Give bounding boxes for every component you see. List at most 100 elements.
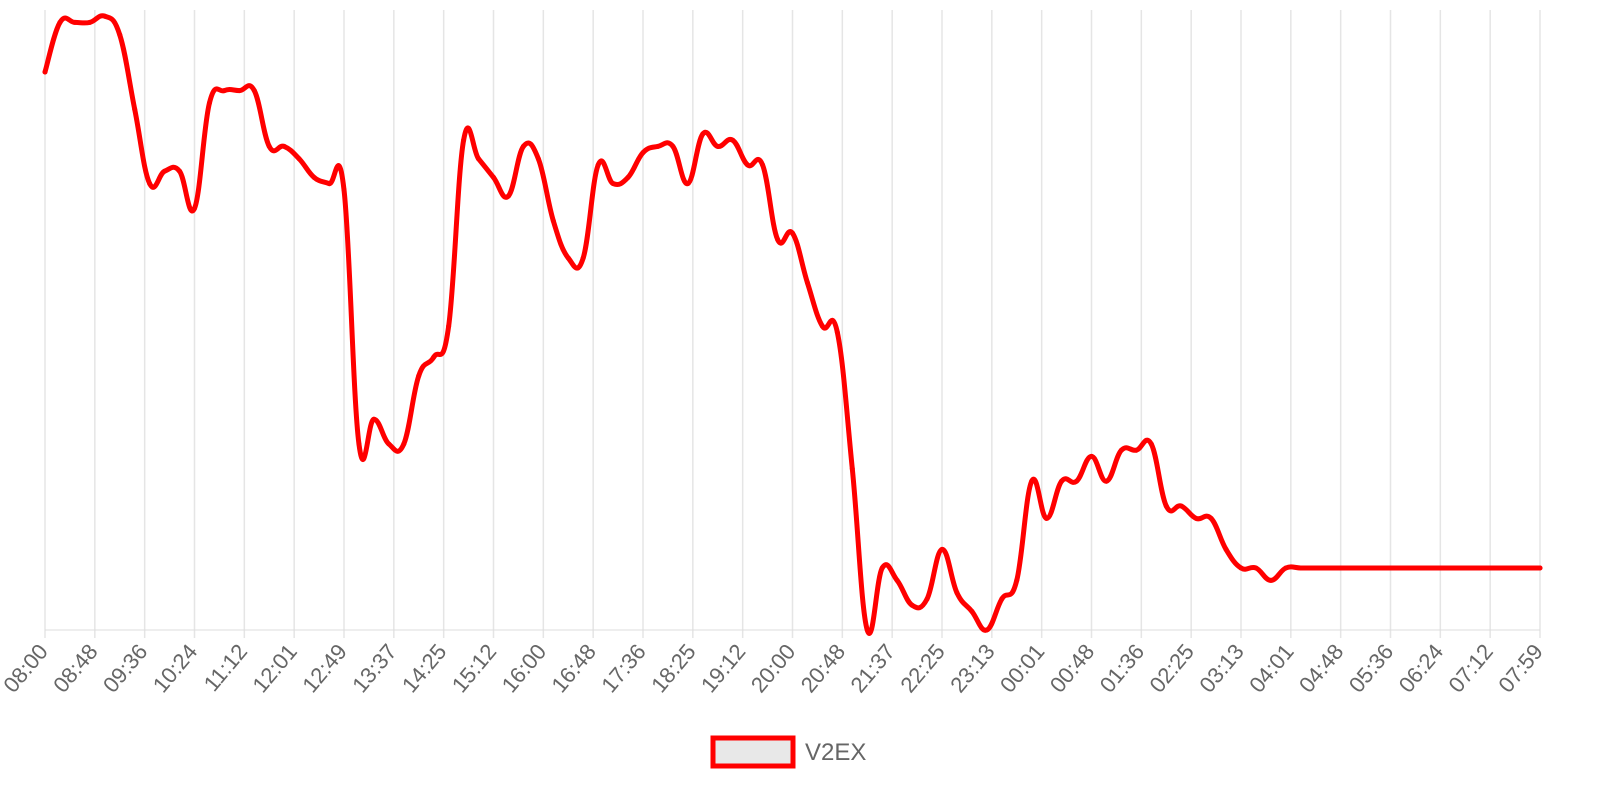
x-tick-label: 23:13 [945, 639, 1000, 697]
data-point-v2ex [356, 441, 362, 447]
data-point-v2ex [580, 255, 586, 261]
data-point-v2ex [625, 174, 631, 180]
data-point-v2ex [1059, 478, 1065, 484]
x-tick-label: 12:01 [247, 639, 302, 697]
data-point-v2ex [206, 100, 212, 106]
data-point-v2ex [102, 13, 108, 19]
data-point-v2ex [1537, 565, 1543, 571]
x-tick-label: 15:12 [447, 639, 502, 697]
legend-label: V2EX [805, 739, 866, 766]
data-point-v2ex [446, 323, 452, 329]
data-point-v2ex [147, 181, 153, 187]
data-point-v2ex [640, 150, 646, 156]
data-point-v2ex [565, 255, 571, 261]
data-point-v2ex [745, 162, 751, 168]
data-point-v2ex [1178, 503, 1184, 509]
data-point-v2ex [999, 596, 1005, 602]
x-tick-label: 00:01 [995, 639, 1050, 697]
x-tick-label: 07:12 [1443, 639, 1498, 697]
data-point-v2ex [57, 19, 63, 25]
data-point-v2ex [431, 354, 437, 360]
data-point-v2ex [1103, 478, 1109, 484]
data-point-v2ex [1447, 565, 1453, 571]
data-point-v2ex [1432, 565, 1438, 571]
data-point-v2ex [311, 174, 317, 180]
data-point-v2ex [117, 32, 123, 38]
data-point-v2ex [281, 143, 287, 149]
data-point-v2ex [1522, 565, 1528, 571]
data-point-v2ex [1044, 515, 1050, 521]
x-tick-label: 06:24 [1394, 639, 1449, 697]
data-point-v2ex [670, 143, 676, 149]
x-tick-label: 09:36 [98, 639, 153, 697]
x-tick-label: 16:48 [546, 639, 601, 697]
x-tick-label: 00:48 [1045, 639, 1100, 697]
x-tick-label: 12:49 [297, 639, 352, 697]
data-point-v2ex [954, 590, 960, 596]
x-tick-label: 02:25 [1144, 639, 1199, 697]
x-tick-label: 04:01 [1244, 639, 1299, 697]
x-tick-label: 04:48 [1294, 639, 1349, 697]
x-tick-label: 18:25 [646, 639, 701, 697]
data-point-v2ex [1477, 565, 1483, 571]
data-point-v2ex [730, 137, 736, 143]
data-point-v2ex [550, 218, 556, 224]
data-point-v2ex [491, 174, 496, 180]
data-point-v2ex [1014, 577, 1020, 583]
data-point-v2ex [1163, 503, 1169, 509]
x-tick-label: 01:36 [1095, 639, 1150, 697]
data-point-v2ex [864, 627, 870, 633]
x-tick-label: 03:13 [1194, 639, 1249, 697]
data-point-v2ex [1253, 565, 1259, 571]
data-point-v2ex [924, 596, 930, 602]
legend-swatch [710, 735, 796, 769]
data-point-v2ex [969, 608, 975, 614]
data-point-v2ex [87, 19, 93, 25]
data-point-v2ex [715, 143, 721, 149]
data-point-v2ex [1343, 565, 1349, 571]
x-tick-label: 13:37 [347, 639, 402, 697]
data-point-v2ex [1133, 447, 1139, 453]
data-point-v2ex [1492, 565, 1498, 571]
data-point-v2ex [1074, 478, 1080, 484]
data-point-v2ex [386, 441, 392, 447]
data-point-v2ex [894, 577, 900, 583]
data-point-v2ex [1462, 565, 1468, 571]
data-point-v2ex [132, 106, 138, 112]
data-point-v2ex [42, 69, 48, 75]
data-point-v2ex [416, 373, 422, 379]
x-tick-label: 08:00 [0, 639, 53, 697]
data-point-v2ex [535, 156, 541, 162]
data-point-v2ex [236, 88, 242, 94]
x-tick-label: 14:25 [397, 639, 452, 697]
data-point-v2ex [879, 565, 885, 571]
data-point-v2ex [326, 181, 332, 187]
data-point-v2ex [1223, 546, 1229, 552]
data-point-v2ex [401, 441, 407, 447]
series-lines [42, 13, 1543, 636]
legend-item-v2ex[interactable]: V2EX [710, 735, 866, 769]
data-point-v2ex [251, 88, 257, 94]
data-point-v2ex [849, 466, 855, 472]
data-point-v2ex [341, 187, 347, 193]
data-point-v2ex [939, 546, 945, 552]
data-point-v2ex [1238, 565, 1244, 571]
data-point-v2ex [1208, 515, 1214, 521]
data-point-v2ex [371, 416, 377, 422]
x-tick-label: 20:48 [796, 639, 851, 697]
data-point-v2ex [685, 181, 691, 187]
data-point-v2ex [1373, 565, 1379, 571]
x-tick-label: 10:24 [148, 639, 203, 697]
x-tick-label: 20:00 [746, 639, 801, 697]
data-point-v2ex [1283, 565, 1289, 571]
data-point-v2ex [790, 230, 795, 236]
data-point-v2ex [461, 137, 467, 143]
data-point-v2ex [1358, 565, 1364, 571]
grid-lines [44, 10, 1541, 638]
data-point-v2ex [505, 193, 511, 199]
data-point-v2ex [520, 143, 526, 149]
data-point-v2ex [1388, 565, 1393, 571]
x-tick-label: 19:12 [696, 639, 751, 697]
